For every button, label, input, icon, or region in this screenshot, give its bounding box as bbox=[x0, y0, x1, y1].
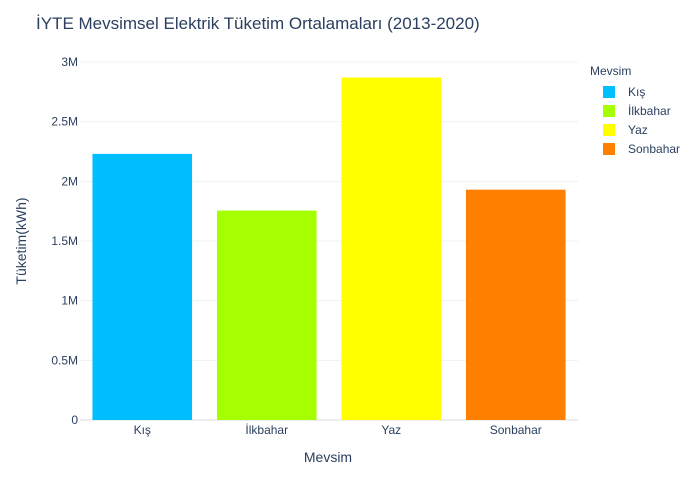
legend-swatch bbox=[603, 105, 615, 117]
bar-2[interactable] bbox=[216, 210, 317, 420]
y-axis-title: Tüketim(kWh) bbox=[13, 197, 29, 284]
x-tick-label: Sonbahar bbox=[490, 423, 542, 437]
x-axis-title: Mevsim bbox=[304, 449, 352, 465]
y-tick-label: 2M bbox=[61, 174, 78, 188]
legend-item[interactable]: Kış bbox=[603, 85, 645, 99]
legend-item[interactable]: Sonbahar bbox=[603, 142, 680, 156]
y-tick-label: 0 bbox=[71, 413, 78, 427]
legend-items: Kış İlkbahar Yaz Sonbahar bbox=[603, 85, 680, 156]
y-tick-label: 0.5M bbox=[51, 353, 78, 367]
chart-title: İYTE Mevsimsel Elektrik Tüketim Ortalama… bbox=[36, 14, 480, 33]
legend-swatch bbox=[603, 124, 615, 136]
x-tick-label: İlkbahar bbox=[245, 423, 288, 437]
legend-label: Sonbahar bbox=[628, 142, 680, 156]
legend: Mevsim Kış İlkbahar Yaz Sonbahar bbox=[590, 64, 680, 156]
legend-label: İlkbahar bbox=[628, 104, 671, 118]
legend-item[interactable]: Yaz bbox=[603, 123, 648, 137]
bar-3[interactable] bbox=[341, 77, 442, 420]
legend-label: Kış bbox=[628, 85, 645, 99]
x-tick-label: Kış bbox=[134, 423, 151, 437]
x-tick-label: Yaz bbox=[381, 423, 401, 437]
legend-label: Yaz bbox=[628, 123, 648, 137]
bar-1[interactable] bbox=[92, 153, 193, 421]
y-axis-ticks: 0 0.5M 1M 1.5M 2M 2.5M 3M bbox=[51, 55, 78, 427]
legend-swatch bbox=[603, 143, 615, 155]
y-tick-label: 1M bbox=[61, 294, 78, 308]
y-tick-label: 2.5M bbox=[51, 115, 78, 129]
legend-item[interactable]: İlkbahar bbox=[603, 104, 671, 118]
x-axis-ticks: Kış İlkbahar Yaz Sonbahar bbox=[134, 423, 542, 437]
y-tick-label: 1.5M bbox=[51, 234, 78, 248]
bar-4[interactable] bbox=[465, 189, 566, 420]
legend-title: Mevsim bbox=[590, 64, 631, 78]
legend-swatch bbox=[603, 86, 615, 98]
y-tick-label: 3M bbox=[61, 55, 78, 69]
bars-layer bbox=[92, 77, 566, 421]
